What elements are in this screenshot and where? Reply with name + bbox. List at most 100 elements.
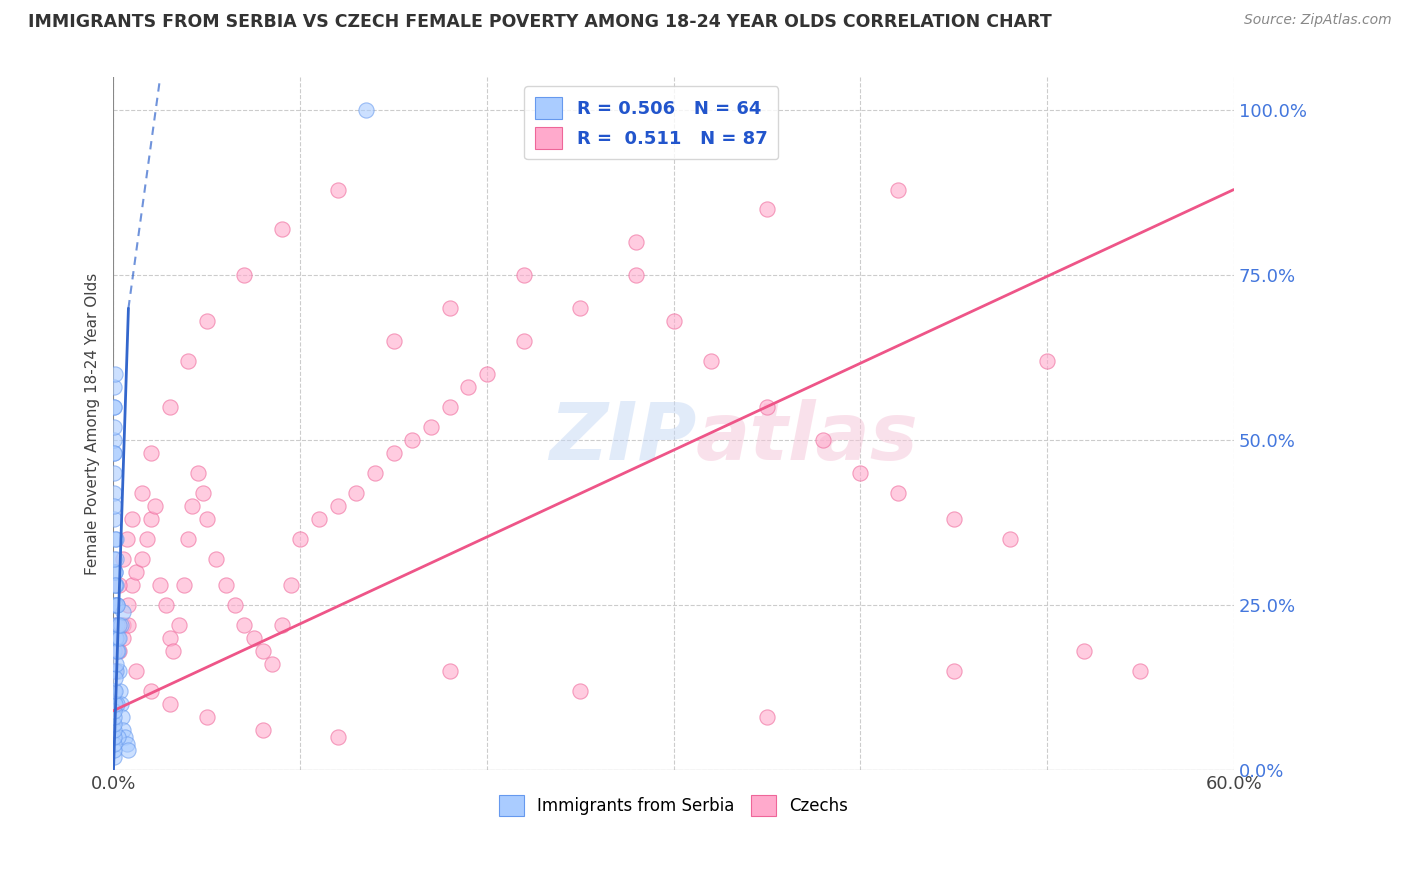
Point	[326, 499, 349, 513]
Point	[143, 499, 166, 513]
Point	[105, 664, 128, 678]
Point	[104, 644, 127, 658]
Point	[108, 631, 131, 645]
Point	[513, 268, 536, 283]
Point	[104, 618, 127, 632]
Point	[103, 401, 125, 415]
Point	[104, 683, 127, 698]
Point	[159, 631, 181, 645]
Point	[103, 716, 125, 731]
Point	[103, 446, 125, 460]
Point	[162, 644, 184, 658]
Point	[104, 697, 127, 711]
Point	[125, 565, 148, 579]
Point	[354, 103, 377, 118]
Point	[108, 644, 131, 658]
Point	[942, 664, 965, 678]
Point	[103, 683, 125, 698]
Point	[1129, 664, 1152, 678]
Point	[125, 664, 148, 678]
Point	[136, 532, 159, 546]
Point	[401, 434, 423, 448]
Point	[121, 578, 143, 592]
Point	[104, 631, 127, 645]
Point	[108, 664, 131, 678]
Point	[233, 618, 256, 632]
Text: atlas: atlas	[696, 399, 918, 476]
Point	[290, 532, 312, 546]
Point	[131, 486, 153, 500]
Point	[103, 723, 125, 738]
Point	[103, 401, 125, 415]
Point	[195, 710, 218, 724]
Point	[326, 730, 349, 744]
Point	[103, 512, 125, 526]
Point	[117, 598, 139, 612]
Point	[849, 466, 872, 480]
Point	[103, 749, 125, 764]
Point	[205, 552, 228, 566]
Point	[252, 723, 274, 738]
Point	[457, 380, 479, 394]
Point	[326, 183, 349, 197]
Point	[105, 578, 128, 592]
Point	[104, 671, 127, 685]
Point	[104, 598, 127, 612]
Point	[114, 730, 136, 744]
Point	[121, 512, 143, 526]
Point	[110, 618, 132, 632]
Point	[195, 314, 218, 328]
Point	[513, 334, 536, 349]
Point	[364, 466, 387, 480]
Point	[344, 486, 367, 500]
Point	[191, 486, 214, 500]
Point	[108, 618, 131, 632]
Point	[103, 466, 125, 480]
Point	[662, 314, 685, 328]
Point	[110, 697, 132, 711]
Point	[626, 268, 648, 283]
Point	[103, 434, 125, 448]
Text: Source: ZipAtlas.com: Source: ZipAtlas.com	[1244, 13, 1392, 28]
Point	[700, 354, 723, 368]
Point	[103, 552, 125, 566]
Point	[103, 737, 125, 751]
Point	[1073, 644, 1095, 658]
Point	[104, 598, 127, 612]
Point	[108, 683, 131, 698]
Point	[177, 532, 200, 546]
Point	[942, 512, 965, 526]
Point	[108, 578, 131, 592]
Point	[439, 301, 461, 316]
Point	[382, 334, 405, 349]
Point	[159, 697, 181, 711]
Point	[104, 578, 127, 592]
Point	[569, 301, 592, 316]
Point	[104, 631, 127, 645]
Point	[756, 710, 779, 724]
Point	[439, 664, 461, 678]
Point	[103, 743, 125, 757]
Point	[382, 446, 405, 460]
Point	[104, 664, 127, 678]
Point	[103, 420, 125, 434]
Point	[569, 683, 592, 698]
Y-axis label: Female Poverty Among 18-24 Year Olds: Female Poverty Among 18-24 Year Olds	[86, 273, 100, 574]
Point	[756, 401, 779, 415]
Text: ZIP: ZIP	[548, 399, 696, 476]
Point	[111, 631, 134, 645]
Point	[262, 657, 284, 672]
Point	[177, 354, 200, 368]
Point	[103, 730, 125, 744]
Point	[252, 644, 274, 658]
Point	[105, 644, 128, 658]
Point	[105, 618, 128, 632]
Point	[155, 598, 177, 612]
Point	[159, 401, 181, 415]
Text: IMMIGRANTS FROM SERBIA VS CZECH FEMALE POVERTY AMONG 18-24 YEAR OLDS CORRELATION: IMMIGRANTS FROM SERBIA VS CZECH FEMALE P…	[28, 13, 1052, 31]
Point	[115, 532, 138, 546]
Point	[111, 552, 134, 566]
Point	[105, 598, 128, 612]
Point	[475, 368, 498, 382]
Point	[117, 743, 139, 757]
